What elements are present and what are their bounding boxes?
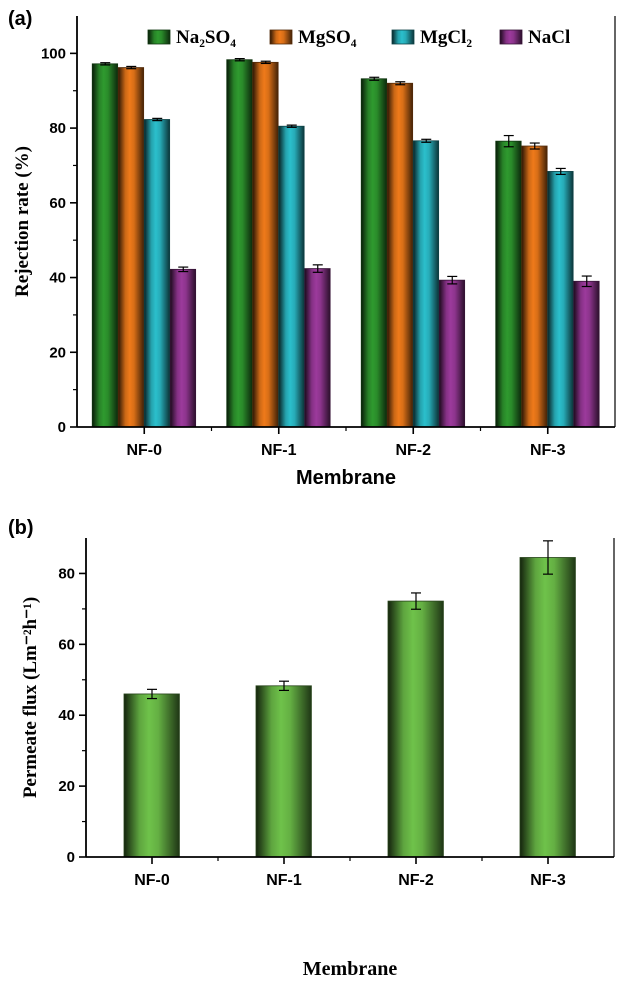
x-tick-label: NF-0 xyxy=(134,872,170,889)
y-axis-label: Permeate flux (Lm⁻²h⁻¹) xyxy=(20,597,41,798)
bar-nf-3-series-2 xyxy=(547,171,574,428)
x-tick-label: NF-3 xyxy=(530,442,566,459)
bar-nf-0 xyxy=(123,693,180,858)
bar-nf-3-series-0 xyxy=(495,140,522,428)
legend-entry-3: NaCl xyxy=(528,27,570,48)
x-tick-label: NF-2 xyxy=(395,442,431,459)
panel-label: (a) xyxy=(8,8,32,30)
bar-nf-3 xyxy=(519,557,576,858)
y-tick-label: 40 xyxy=(49,270,66,287)
bar-nf-2-series-0 xyxy=(360,78,388,428)
bar-nf-2-series-1 xyxy=(386,82,414,428)
bar-nf-0-series-1 xyxy=(117,67,145,428)
chart-panel-a: (a) 0 20 40 60 80 100 NF-0 NF-1 NF-2 NF-3 Membrane R… xyxy=(0,0,622,496)
bar-nf-1-series-2 xyxy=(278,125,305,428)
legend-entry-1: MgSO₄ xyxy=(298,27,357,48)
y-axis-label: Rejection rate (%) xyxy=(12,146,33,297)
y-tick-label: 80 xyxy=(58,565,75,582)
rejection-rate-chart: (a) 0 20 40 60 80 100 NF-0 NF-1 NF-2 NF-3 Membrane R… xyxy=(8,8,616,489)
legend-entry-0: Na₂SO₄ xyxy=(176,27,236,48)
bar-nf-3-series-3 xyxy=(573,280,600,428)
bar-nf-1-series-1 xyxy=(252,61,279,428)
x-axis-label: Membrane xyxy=(296,467,396,489)
x-axis-label: Membrane xyxy=(303,958,398,980)
chart-panel-b: (b) 0 20 40 60 80 NF-0 NF-1 NF-2 NF-3 Membrane Perm… xyxy=(0,496,622,996)
legend-entry-2: MgCl₂ xyxy=(420,27,472,48)
bar-nf-2 xyxy=(387,600,444,858)
legend-swatch-3 xyxy=(499,29,523,45)
x-tick-label: NF-1 xyxy=(266,872,302,889)
x-tick-label: NF-1 xyxy=(261,442,297,459)
y-tick-label: 40 xyxy=(58,707,75,724)
y-tick-label: 100 xyxy=(41,45,66,62)
legend-swatch-2 xyxy=(391,29,415,45)
y-tick-label: 0 xyxy=(58,419,66,436)
y-tick-label: 20 xyxy=(58,778,75,795)
y-tick-label: 80 xyxy=(49,120,66,137)
bar-nf-0-series-0 xyxy=(91,63,119,428)
legend-swatch-0 xyxy=(147,29,171,45)
y-tick-label: 60 xyxy=(58,636,75,653)
bar-nf-2-series-2 xyxy=(412,140,440,428)
y-tick-label: 20 xyxy=(49,344,66,361)
y-tick-label: 0 xyxy=(67,849,75,866)
panel-label: (b) xyxy=(8,517,34,539)
bar-nf-0-series-2 xyxy=(143,119,171,428)
x-tick-label: NF-2 xyxy=(398,872,434,889)
bar-nf-0-series-3 xyxy=(169,268,197,428)
bar-nf-1-series-3 xyxy=(304,268,331,428)
legend-swatch-1 xyxy=(269,29,293,45)
bar-nf-3-series-1 xyxy=(521,145,548,428)
bar-nf-2-series-3 xyxy=(438,279,466,428)
y-tick-label: 60 xyxy=(49,195,66,212)
bar-nf-1-series-0 xyxy=(226,59,253,428)
x-tick-label: NF-0 xyxy=(126,442,162,459)
permeate-flux-chart: (b) 0 20 40 60 80 NF-0 NF-1 NF-2 NF-3 Membrane Perm… xyxy=(8,517,615,980)
x-tick-label: NF-3 xyxy=(530,872,566,889)
bar-nf-1 xyxy=(255,685,312,858)
